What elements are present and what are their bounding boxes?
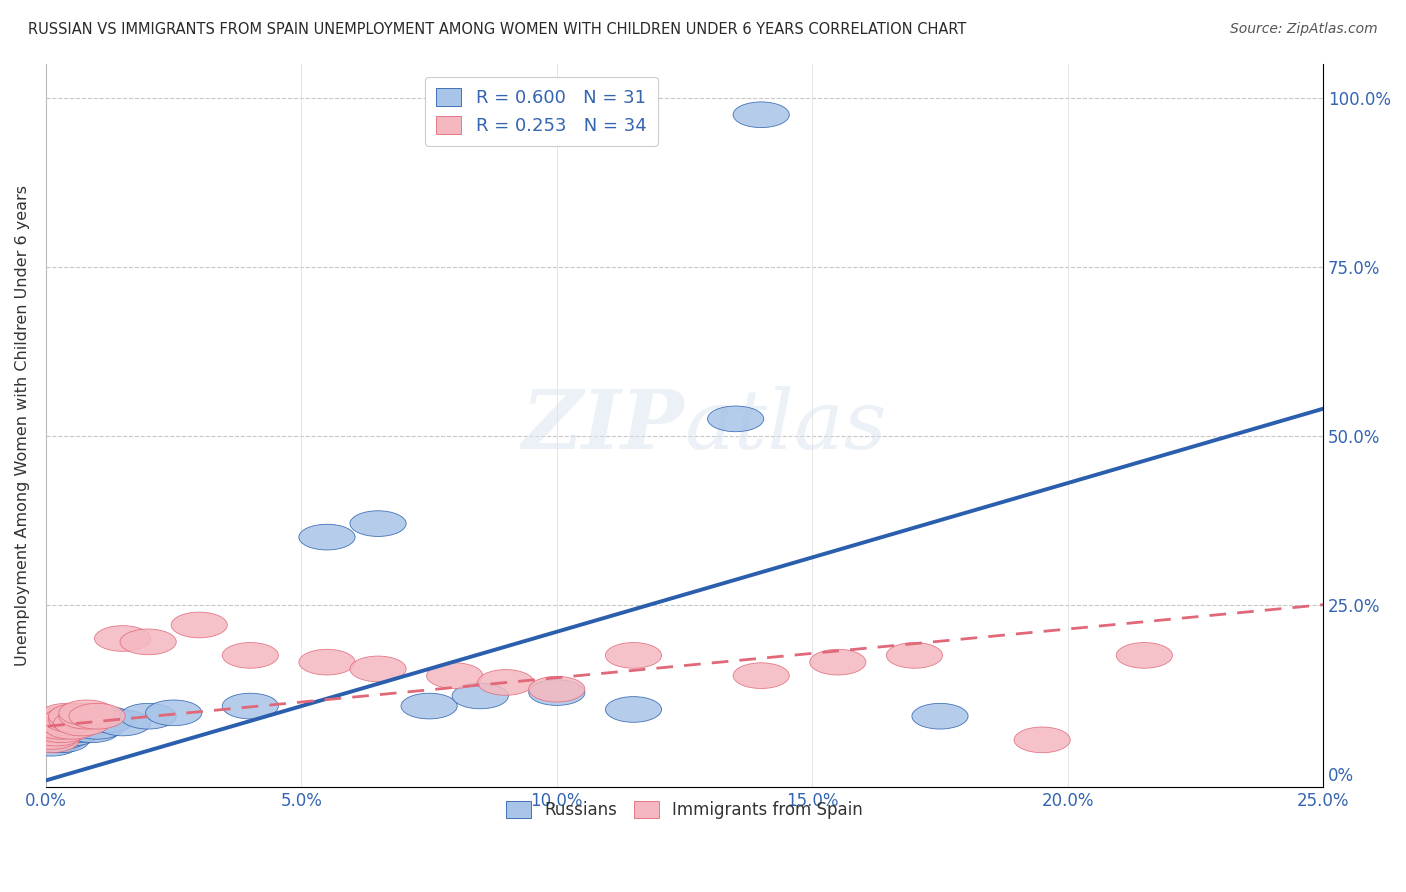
Ellipse shape	[49, 717, 104, 742]
Ellipse shape	[529, 680, 585, 706]
Ellipse shape	[53, 710, 110, 736]
Text: ZIP: ZIP	[522, 385, 685, 466]
Ellipse shape	[34, 717, 90, 742]
Ellipse shape	[810, 649, 866, 675]
Ellipse shape	[94, 710, 150, 736]
Y-axis label: Unemployment Among Women with Children Under 6 years: Unemployment Among Women with Children U…	[15, 186, 30, 666]
Ellipse shape	[63, 717, 120, 742]
Ellipse shape	[34, 720, 90, 746]
Ellipse shape	[44, 714, 100, 739]
Ellipse shape	[59, 700, 115, 726]
Ellipse shape	[28, 727, 84, 753]
Ellipse shape	[733, 663, 789, 689]
Ellipse shape	[22, 717, 79, 742]
Ellipse shape	[606, 697, 662, 723]
Ellipse shape	[44, 714, 100, 739]
Ellipse shape	[222, 642, 278, 668]
Ellipse shape	[44, 706, 100, 732]
Ellipse shape	[34, 727, 90, 753]
Ellipse shape	[120, 704, 176, 729]
Ellipse shape	[886, 642, 942, 668]
Legend: Russians, Immigrants from Spain: Russians, Immigrants from Spain	[499, 795, 870, 826]
Ellipse shape	[1014, 727, 1070, 753]
Ellipse shape	[350, 656, 406, 681]
Ellipse shape	[453, 683, 509, 709]
Text: atlas: atlas	[685, 385, 887, 466]
Ellipse shape	[53, 714, 110, 739]
Ellipse shape	[38, 714, 94, 739]
Ellipse shape	[529, 676, 585, 702]
Ellipse shape	[34, 706, 90, 732]
Text: Source: ZipAtlas.com: Source: ZipAtlas.com	[1230, 22, 1378, 37]
Ellipse shape	[299, 649, 356, 675]
Ellipse shape	[299, 524, 356, 550]
Ellipse shape	[22, 723, 79, 749]
Ellipse shape	[38, 717, 94, 742]
Ellipse shape	[79, 706, 135, 732]
Ellipse shape	[28, 714, 84, 739]
Ellipse shape	[69, 714, 125, 739]
Ellipse shape	[172, 612, 228, 638]
Ellipse shape	[120, 629, 176, 655]
Ellipse shape	[22, 731, 79, 756]
Ellipse shape	[22, 723, 79, 749]
Ellipse shape	[94, 625, 150, 651]
Ellipse shape	[733, 102, 789, 128]
Ellipse shape	[401, 693, 457, 719]
Ellipse shape	[478, 670, 534, 695]
Ellipse shape	[44, 720, 100, 746]
Text: RUSSIAN VS IMMIGRANTS FROM SPAIN UNEMPLOYMENT AMONG WOMEN WITH CHILDREN UNDER 6 : RUSSIAN VS IMMIGRANTS FROM SPAIN UNEMPLO…	[28, 22, 966, 37]
Ellipse shape	[707, 406, 763, 432]
Ellipse shape	[28, 710, 84, 736]
Ellipse shape	[34, 723, 90, 749]
Ellipse shape	[606, 642, 662, 668]
Ellipse shape	[426, 663, 482, 689]
Ellipse shape	[69, 704, 125, 729]
Ellipse shape	[28, 717, 84, 742]
Ellipse shape	[222, 693, 278, 719]
Ellipse shape	[49, 706, 104, 732]
Ellipse shape	[28, 720, 84, 746]
Ellipse shape	[59, 704, 115, 729]
Ellipse shape	[34, 714, 90, 739]
Ellipse shape	[38, 704, 94, 729]
Ellipse shape	[146, 700, 202, 726]
Ellipse shape	[38, 710, 94, 736]
Ellipse shape	[59, 710, 115, 736]
Ellipse shape	[350, 511, 406, 536]
Ellipse shape	[49, 704, 104, 729]
Ellipse shape	[1116, 642, 1173, 668]
Ellipse shape	[22, 727, 79, 753]
Ellipse shape	[912, 704, 969, 729]
Ellipse shape	[28, 720, 84, 746]
